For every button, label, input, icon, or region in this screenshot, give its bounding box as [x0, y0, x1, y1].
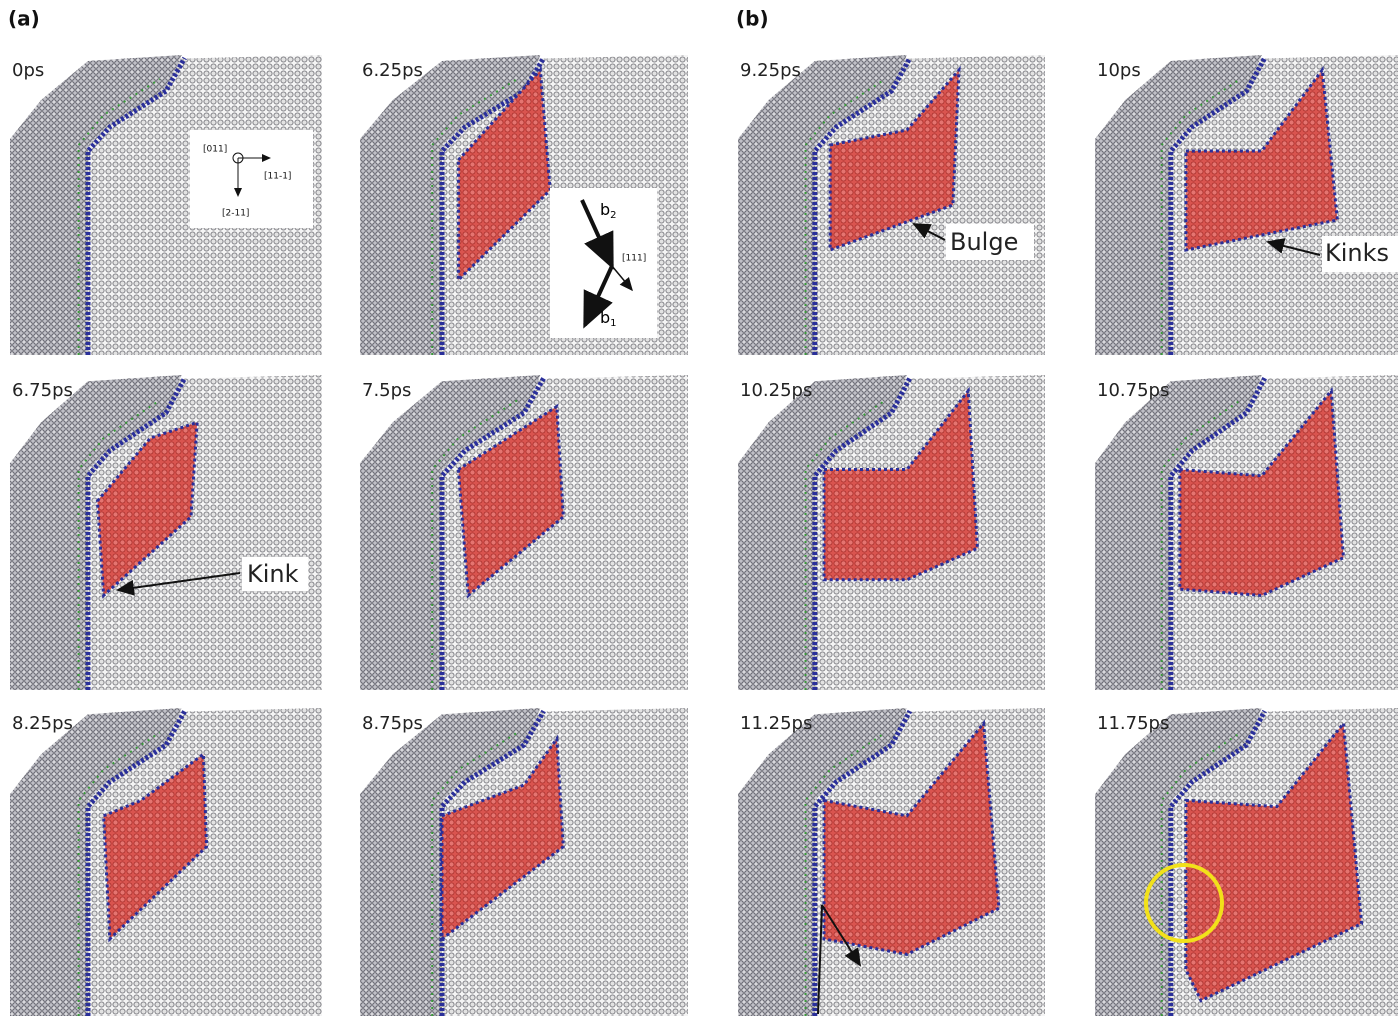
time-label: 9.25ps [740, 60, 801, 81]
simulation-panel: 9.25ps [738, 55, 1045, 355]
time-label: 11.25ps [740, 713, 812, 734]
simulation-panel: 11.25ps [738, 708, 1045, 1016]
simulation-panel: 10.25ps [738, 375, 1045, 690]
axis-label: [2-11] [222, 209, 249, 219]
simulation-panel: 10.75ps [1095, 375, 1398, 690]
annotation-text: Kinks [1325, 239, 1389, 267]
figure: 0ps 6.25ps 6.75ps 7.5ps 8.25ps 8.75ps 9.25ps 10… [0, 0, 1398, 1016]
annotation-text: Bulge [950, 228, 1018, 256]
time-label: 6.75ps [12, 380, 73, 401]
part-label: (a) [8, 7, 40, 31]
simulation-panel: 8.25ps [10, 708, 322, 1016]
axis-label: [11-1] [264, 172, 291, 182]
subscript: 1 [610, 318, 616, 329]
part-label: (b) [736, 7, 769, 31]
axes-inset: [011] [11-1] [2-11] [190, 130, 313, 228]
subscript: 2 [610, 210, 616, 221]
simulation-panel: 7.5ps [360, 375, 688, 690]
time-label: 8.75ps [362, 713, 423, 734]
time-label: 6.25ps [362, 60, 423, 81]
time-label: 11.75ps [1097, 713, 1169, 734]
simulation-panel: 11.75ps [1095, 708, 1398, 1016]
simulation-panel: 10ps [1095, 55, 1398, 355]
burgers-inset: [111] b2 b1 [550, 188, 657, 338]
time-label: 8.25ps [12, 713, 73, 734]
time-label: 0ps [12, 60, 44, 81]
time-label: 10.75ps [1097, 380, 1169, 401]
axis-label: [011] [203, 145, 227, 155]
simulation-panel: 6.75ps [10, 375, 322, 690]
time-label: 10ps [1097, 60, 1141, 81]
plane-label: [111] [622, 254, 646, 264]
annotation-text: Kink [247, 560, 299, 588]
symbol: b [600, 308, 610, 327]
simulation-panel: 8.75ps [360, 708, 688, 1016]
time-label: 10.25ps [740, 380, 812, 401]
time-label: 7.5ps [362, 380, 411, 401]
symbol: b [600, 200, 610, 219]
